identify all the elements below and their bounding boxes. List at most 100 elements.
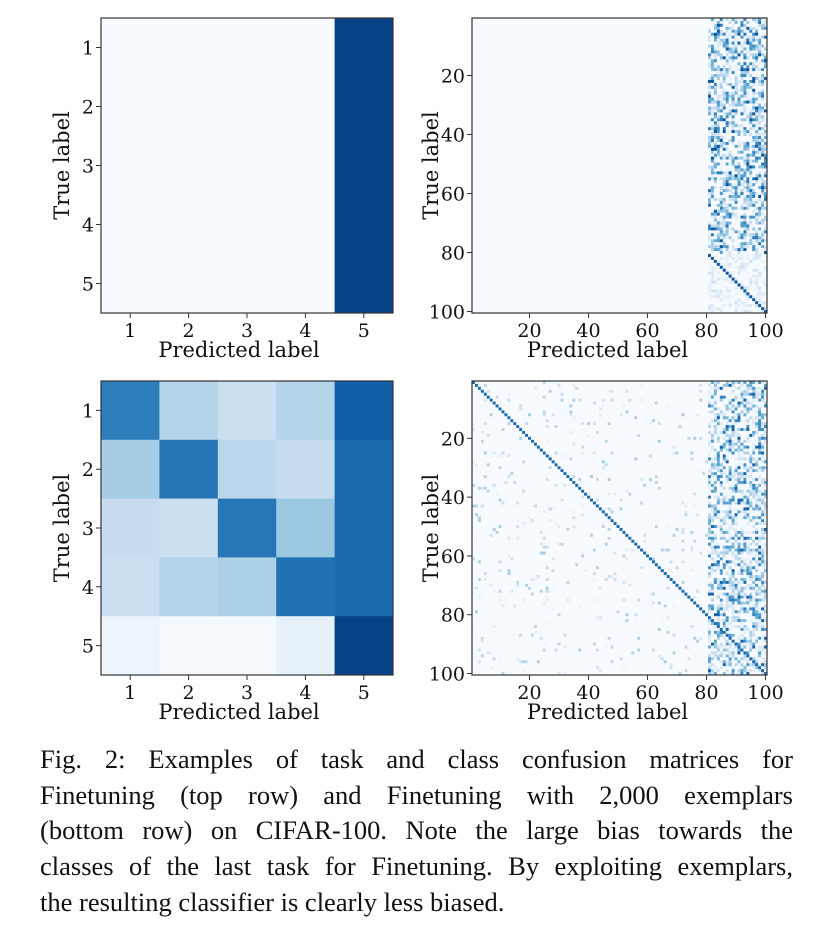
heatmap-cell: [601, 77, 606, 81]
heatmap-cell: [533, 115, 538, 119]
heatmap-cell: [566, 118, 570, 122]
heatmap-cell: [637, 71, 641, 75]
heatmap-cell: [696, 50, 700, 54]
heatmap-cell: [569, 29, 573, 34]
heatmap-cell: [740, 23, 744, 28]
heatmap-cell: [560, 65, 564, 69]
heatmap-cell: [536, 159, 541, 163]
heatmap-cell: [519, 65, 523, 69]
heatmap-cell: [584, 23, 588, 28]
heatmap-cell: [657, 127, 662, 131]
heatmap-cell: [510, 26, 514, 31]
heatmap-cell: [569, 100, 573, 104]
heatmap-cell: [557, 23, 561, 28]
heatmap-cell: [631, 71, 635, 75]
heatmap-cell: [746, 103, 750, 107]
heatmap-cell: [569, 38, 573, 42]
heatmap-cell: [483, 56, 488, 60]
heatmap-cell: [590, 112, 594, 116]
heatmap-cell: [474, 133, 479, 137]
heatmap-cell: [525, 109, 529, 113]
heatmap-cell: [581, 62, 585, 66]
heatmap-cell: [702, 53, 706, 57]
heatmap-cell: [616, 82, 620, 87]
heatmap-cell: [572, 133, 576, 137]
heatmap-cell: [737, 38, 741, 42]
heatmap-cell: [601, 136, 606, 140]
heatmap-cell: [607, 32, 611, 36]
heatmap-cell: [498, 18, 502, 22]
heatmap-cell: [504, 88, 508, 93]
heatmap-cell: [587, 88, 591, 93]
heatmap-cell: [693, 53, 697, 57]
heatmap-cell: [672, 115, 676, 119]
heatmap-cell: [601, 79, 606, 84]
heatmap-cell: [628, 53, 632, 57]
heatmap-cell: [334, 254, 394, 314]
heatmap-cell: [749, 41, 753, 45]
heatmap-cell: [483, 88, 488, 93]
heatmap-cell: [584, 59, 588, 63]
heatmap-cell: [640, 91, 644, 95]
heatmap-cell: [616, 147, 620, 152]
heatmap-cell: [551, 100, 555, 104]
heatmap-cell: [474, 65, 479, 69]
heatmap-cell: [672, 127, 676, 131]
heatmap-cell: [542, 103, 547, 107]
heatmap-cell: [528, 100, 532, 104]
heatmap-cell: [595, 29, 600, 34]
heatmap-cell: [722, 35, 726, 39]
heatmap-cell: [758, 47, 762, 51]
heatmap-cell: [743, 29, 747, 34]
heatmap-cell: [516, 74, 520, 78]
heatmap-cell: [722, 133, 726, 137]
heatmap-cell: [666, 144, 670, 149]
heatmap-cell: [480, 106, 485, 110]
heatmap-cell: [654, 77, 659, 81]
heatmap-cell: [566, 112, 570, 116]
heatmap-cell: [480, 115, 485, 119]
heatmap-cell: [483, 91, 488, 95]
heatmap-cell: [657, 100, 662, 104]
heatmap-cell: [501, 91, 505, 95]
heatmap-cell: [690, 150, 694, 154]
heatmap-cell: [625, 68, 629, 72]
heatmap-cell: [651, 32, 656, 36]
heatmap-cell: [542, 136, 547, 140]
heatmap-cell: [551, 18, 555, 22]
heatmap-cell: [734, 141, 738, 146]
heatmap-cell: [477, 147, 482, 152]
heatmap-cell: [728, 50, 732, 54]
heatmap-cell: [622, 124, 626, 128]
heatmap-cell: [628, 88, 632, 93]
heatmap-cell: [758, 138, 762, 143]
heatmap-cell: [619, 32, 623, 36]
heatmap-cell: [746, 50, 750, 54]
heatmap-cell: [610, 29, 614, 34]
heatmap-cell: [622, 156, 626, 160]
heatmap-cell: [728, 82, 732, 87]
heatmap-cell: [551, 59, 555, 63]
heatmap-cell: [516, 18, 520, 22]
heatmap-cell: [752, 109, 756, 113]
heatmap-cell: [666, 124, 670, 128]
heatmap-cell: [601, 100, 606, 104]
heatmap-cell: [592, 85, 597, 90]
heatmap-cell: [752, 94, 756, 98]
heatmap-cell: [613, 32, 617, 36]
heatmap-cell: [557, 65, 561, 69]
heatmap-cell: [702, 127, 706, 131]
heatmap-cell: [705, 35, 709, 39]
heatmap-cell: [581, 106, 585, 110]
heatmap-cell: [628, 159, 632, 163]
heatmap-cell: [755, 97, 759, 101]
heatmap-cell: [657, 26, 662, 31]
heatmap-cell: [649, 136, 653, 140]
heatmap-cell: [690, 65, 694, 69]
heatmap-cell: [684, 118, 688, 122]
heatmap-cell: [510, 124, 514, 128]
heatmap-cell: [761, 47, 765, 51]
heatmap-cell: [705, 56, 709, 60]
heatmap-cell: [477, 65, 482, 69]
heatmap-cell: [710, 50, 715, 54]
